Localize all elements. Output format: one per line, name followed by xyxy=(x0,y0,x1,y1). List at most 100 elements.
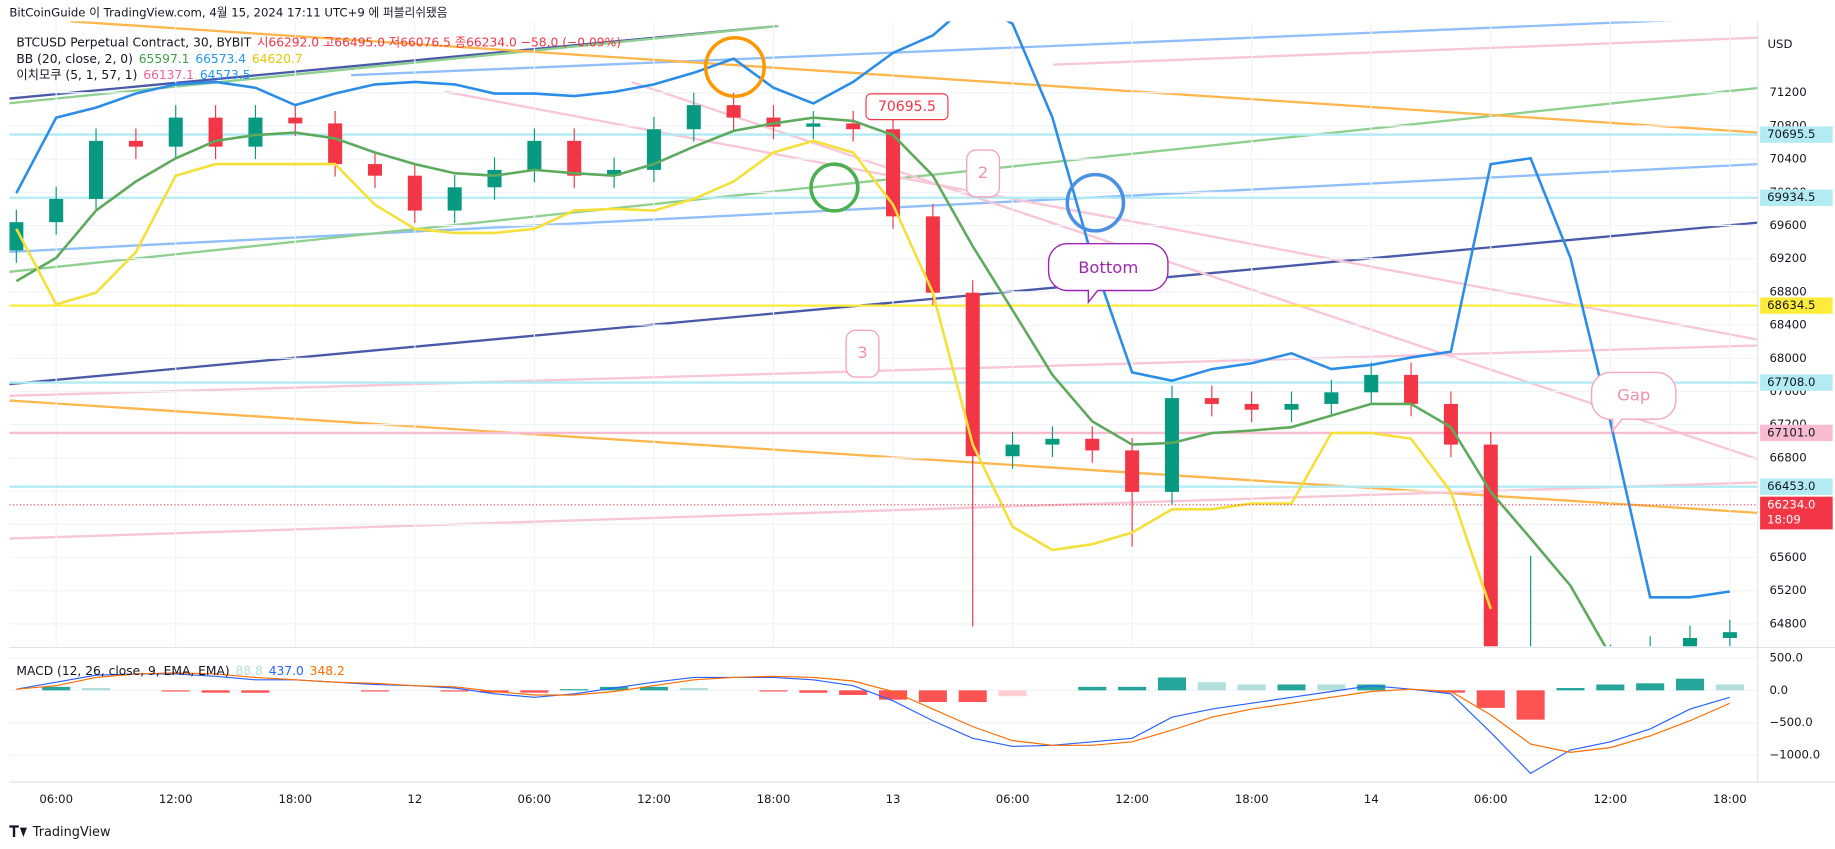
x-tick-label: 13 xyxy=(886,792,901,806)
candle-body xyxy=(726,105,741,118)
pane xyxy=(16,672,1744,775)
candle-body xyxy=(806,123,821,127)
last-price-label: 66234.0 xyxy=(1767,497,1815,511)
candle-body xyxy=(168,117,183,147)
legend-entry: BTCUSD Perpetual Contract, 30, BYBIT 시662… xyxy=(16,35,621,49)
annotation: 3 xyxy=(857,343,867,362)
y-tick-label: 68000 xyxy=(1769,351,1806,365)
y-tick-label: 70400 xyxy=(1769,152,1806,166)
y-tick-label: 500.0 xyxy=(1769,650,1802,664)
legend-value: 66573.4 xyxy=(195,51,246,65)
candle-body xyxy=(607,169,622,176)
x-tick-label: 06:00 xyxy=(518,792,552,806)
histogram-bar xyxy=(958,690,987,703)
candle-body xyxy=(925,216,940,293)
indicator-line xyxy=(16,672,1731,753)
price-tag xyxy=(1760,424,1833,442)
trend-line xyxy=(1053,36,1758,66)
x-tick-label: 12:00 xyxy=(1115,792,1149,806)
trend-line xyxy=(9,344,1758,397)
annotation: 2 xyxy=(978,163,988,182)
candle-body xyxy=(1284,403,1299,410)
y-tick-label: 66800 xyxy=(1769,450,1806,464)
histogram-bar xyxy=(1516,690,1545,720)
candle-body xyxy=(646,129,661,170)
price-tag-label: 69934.5 xyxy=(1767,190,1815,204)
trend-line xyxy=(70,21,1758,134)
trend-line xyxy=(9,162,1758,254)
y-tick-label: 71200 xyxy=(1769,85,1806,99)
histogram-bar xyxy=(201,690,230,693)
candle-body xyxy=(1364,374,1379,393)
legend-value: 64573.5 xyxy=(200,68,251,82)
grid xyxy=(9,657,1758,756)
candle-body xyxy=(1324,392,1339,404)
trend-line xyxy=(9,86,1758,273)
histogram-bar xyxy=(1317,684,1346,691)
legend-value: 66137.1 xyxy=(143,68,194,82)
histogram-bar xyxy=(1277,684,1306,691)
histogram-bar xyxy=(1636,683,1665,691)
legend-entry: BB (20, close, 2, 0) 65597.1 66573.4 64620.… xyxy=(16,51,302,65)
candle-body xyxy=(1045,438,1060,445)
y-tick-label: 65600 xyxy=(1769,550,1806,564)
histogram-bar xyxy=(360,690,390,692)
histogram-bar xyxy=(1596,684,1625,691)
x-tick-label: 18:00 xyxy=(278,792,312,806)
price-tag xyxy=(1760,478,1833,495)
annotation: Bottom xyxy=(1078,258,1138,277)
candle-body xyxy=(567,140,582,176)
drawings xyxy=(9,21,1758,540)
x-tick-label: 12 xyxy=(407,792,422,806)
histogram-bar xyxy=(1675,678,1705,691)
legend-value: 348.2 xyxy=(310,663,345,677)
trend-line xyxy=(631,81,1758,461)
price-tag xyxy=(1760,374,1833,391)
histogram-bar xyxy=(998,690,1027,697)
candle-body xyxy=(886,129,901,217)
y-tick-label: 68800 xyxy=(1769,284,1806,298)
countdown: 18:09 xyxy=(1767,513,1801,527)
candle-body xyxy=(367,164,383,176)
trend-line xyxy=(9,481,1758,540)
candle-body xyxy=(686,105,701,130)
histogram-bar xyxy=(1157,677,1187,691)
callout xyxy=(965,149,1001,198)
histogram-bar xyxy=(520,690,549,693)
indicator-line xyxy=(15,116,1607,647)
emoji xyxy=(809,162,860,213)
decorations xyxy=(703,35,1677,433)
histogram-bar xyxy=(639,686,668,691)
callout xyxy=(845,329,880,378)
candle-body xyxy=(447,187,462,211)
candle-body xyxy=(965,292,980,457)
annotation: 70695.5 xyxy=(878,99,936,115)
price-tag xyxy=(1760,297,1833,314)
x-tick-label: 06:00 xyxy=(996,792,1030,806)
y-tick-label: 69600 xyxy=(1769,218,1806,232)
candle-body xyxy=(846,123,861,130)
pane xyxy=(9,21,1758,647)
candle-body xyxy=(527,140,542,170)
logo xyxy=(9,825,27,838)
candle-body xyxy=(1483,444,1498,647)
indicator-line xyxy=(15,139,1492,610)
x-tick-label: 12:00 xyxy=(1593,792,1627,806)
candle-body xyxy=(9,222,24,251)
y-tick-label: 64800 xyxy=(1769,616,1806,630)
y-tick-label: 65200 xyxy=(1769,583,1806,597)
price-tag-label: 67708.0 xyxy=(1767,375,1815,389)
price-tag xyxy=(1760,189,1833,206)
x-tick-label: 14 xyxy=(1364,792,1379,806)
footer: TradingView xyxy=(32,825,111,840)
histogram-bar xyxy=(1476,690,1505,708)
legend-entry: 이치모쿠 (5, 1, 57, 1) 66137.1 64573.5 xyxy=(16,68,250,82)
histogram-bar xyxy=(560,689,589,691)
emoji xyxy=(1065,172,1126,233)
candle-body xyxy=(407,175,422,211)
histogram-bar xyxy=(161,690,190,692)
legend-value: 시66292.0 고66495.0 저66076.5 종66234.0 −58.… xyxy=(257,35,621,49)
price-tag-label: 66453.0 xyxy=(1767,479,1815,493)
indicator-line xyxy=(15,21,1731,599)
histogram-bar xyxy=(799,690,828,693)
